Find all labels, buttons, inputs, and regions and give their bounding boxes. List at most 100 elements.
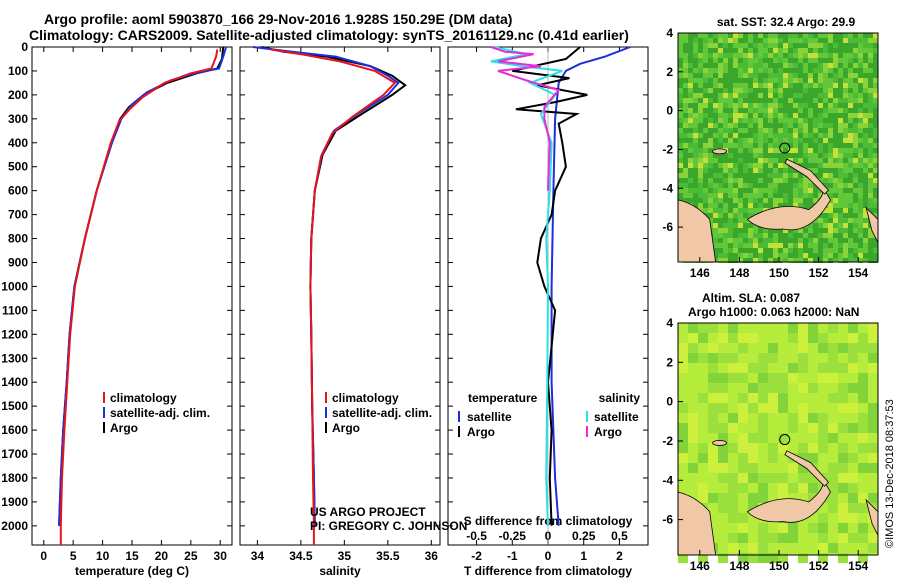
map-cell xyxy=(733,63,738,68)
map-cell xyxy=(683,163,688,168)
map-cell xyxy=(843,93,848,98)
map-cell xyxy=(833,48,838,53)
map-cell xyxy=(723,213,728,218)
map-cell xyxy=(678,53,683,58)
map-cell xyxy=(733,203,738,208)
map-cell xyxy=(718,218,723,223)
map-cell xyxy=(808,63,813,68)
map-cell xyxy=(868,193,873,198)
map-cell xyxy=(828,373,838,383)
map-cell xyxy=(758,108,763,113)
map-cell xyxy=(828,93,833,98)
map-cell xyxy=(833,213,838,218)
map-cell xyxy=(693,103,698,108)
map-cell xyxy=(688,73,693,78)
map-cell xyxy=(843,213,848,218)
map-ytick-label: 2 xyxy=(666,355,673,369)
series-s-satellite xyxy=(490,46,563,526)
map-cell xyxy=(693,178,698,183)
map-cell xyxy=(763,143,768,148)
map-cell xyxy=(798,413,808,423)
map-cell xyxy=(798,33,803,38)
map-cell xyxy=(698,73,703,78)
map-cell xyxy=(718,108,723,113)
map-cell xyxy=(813,258,818,263)
map-cell xyxy=(808,38,813,43)
map-cell xyxy=(813,188,818,193)
map-cell xyxy=(853,218,858,223)
map-cell xyxy=(838,73,843,78)
map-cell xyxy=(698,83,703,88)
map-cell xyxy=(803,83,808,88)
map-cell xyxy=(718,198,723,203)
map-cell xyxy=(768,403,778,413)
map-cell xyxy=(733,58,738,63)
map-cell xyxy=(788,423,798,433)
map-cell xyxy=(758,178,763,183)
map-cell xyxy=(708,128,713,133)
map-cell xyxy=(793,253,798,258)
map-cell xyxy=(768,48,773,53)
map-cell xyxy=(778,113,783,118)
map-cell xyxy=(738,413,748,423)
map-cell xyxy=(713,128,718,133)
map-cell xyxy=(698,493,708,503)
map-cell xyxy=(723,93,728,98)
map-cell xyxy=(868,128,873,133)
map-cell xyxy=(738,553,748,563)
map-cell xyxy=(728,133,733,138)
map-cell xyxy=(838,343,848,353)
map-cell xyxy=(733,53,738,58)
map-cell xyxy=(713,43,718,48)
map-cell xyxy=(733,178,738,183)
map-cell xyxy=(713,73,718,78)
map-cell xyxy=(793,108,798,113)
map-cell xyxy=(813,243,818,248)
map-cell xyxy=(758,413,768,423)
map-cell xyxy=(818,258,823,263)
map-cell xyxy=(678,163,683,168)
map-cell xyxy=(683,148,688,153)
map-cell xyxy=(743,198,748,203)
map-cell xyxy=(873,33,878,38)
map-cell xyxy=(833,163,838,168)
map-cell xyxy=(803,178,808,183)
map-cell xyxy=(768,108,773,113)
map-cell xyxy=(708,383,718,393)
map-cell xyxy=(783,43,788,48)
map-cell xyxy=(858,433,868,443)
map-cell xyxy=(678,553,688,563)
map-cell xyxy=(848,143,853,148)
map-cell xyxy=(733,133,738,138)
map-cell xyxy=(823,148,828,153)
map-cell xyxy=(758,183,763,188)
map-cell xyxy=(843,78,848,83)
map-cell xyxy=(818,133,823,138)
map-cell xyxy=(728,93,733,98)
map-cell xyxy=(768,158,773,163)
map-cell xyxy=(738,513,748,523)
map-cell xyxy=(813,133,818,138)
map-cell xyxy=(778,243,783,248)
map-xtick-label: 146 xyxy=(690,559,710,573)
map-cell xyxy=(813,253,818,258)
map-cell xyxy=(823,173,828,178)
map-cell xyxy=(693,88,698,93)
map-cell xyxy=(723,63,728,68)
map-cell xyxy=(773,138,778,143)
map-cell xyxy=(818,128,823,133)
map-cell xyxy=(763,58,768,63)
map-cell xyxy=(703,158,708,163)
map-cell xyxy=(838,48,843,53)
map-xtick-label: 152 xyxy=(809,559,829,573)
map-cell xyxy=(678,363,688,373)
map-cell xyxy=(748,173,753,178)
map-cell xyxy=(743,203,748,208)
map-cell xyxy=(803,248,808,253)
map-cell xyxy=(693,113,698,118)
map-cell xyxy=(783,203,788,208)
map-cell xyxy=(703,103,708,108)
map-cell xyxy=(793,68,798,73)
map-cell xyxy=(763,248,768,253)
map-cell xyxy=(733,208,738,213)
